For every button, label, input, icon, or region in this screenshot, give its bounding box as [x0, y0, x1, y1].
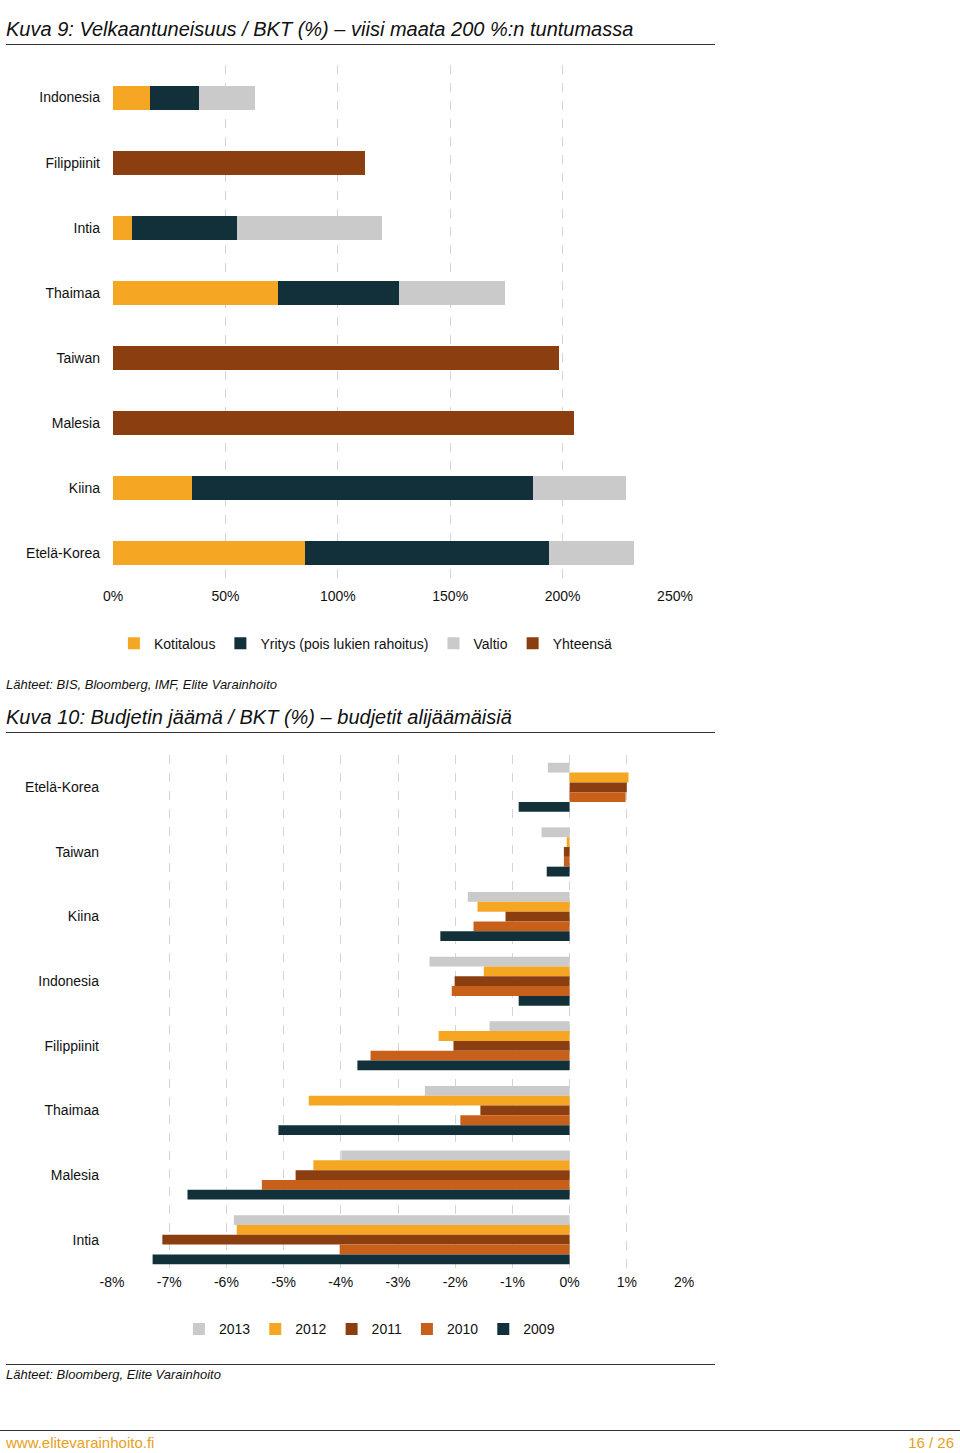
svg-text:Indonesia: Indonesia [39, 89, 100, 105]
svg-text:Kiina: Kiina [68, 908, 99, 924]
svg-text:2010: 2010 [447, 1321, 478, 1337]
svg-text:-3%: -3% [386, 1274, 411, 1290]
svg-text:-4%: -4% [328, 1274, 353, 1290]
svg-text:50%: 50% [211, 588, 239, 604]
svg-text:-6%: -6% [214, 1274, 239, 1290]
svg-text:2009: 2009 [523, 1321, 554, 1337]
svg-text:Etelä-Korea: Etelä-Korea [25, 779, 99, 795]
svg-text:Malesia: Malesia [52, 415, 100, 431]
svg-text:0%: 0% [559, 1274, 579, 1290]
svg-text:2%: 2% [674, 1274, 694, 1290]
svg-text:-7%: -7% [157, 1274, 182, 1290]
html-text:Kuva 9: Velkaantuneisuus / BKT: Kuva 9: Velkaantuneisuus / BKT (%) – vii… [6, 18, 634, 40]
svg-text:Etelä-Korea: Etelä-Korea [26, 545, 100, 561]
svg-text:Yritys (pois lukien rahoitus): Yritys (pois lukien rahoitus) [260, 636, 428, 652]
svg-text:0%: 0% [103, 588, 123, 604]
svg-text:-2%: -2% [443, 1274, 468, 1290]
svg-text:Kiina: Kiina [69, 480, 100, 496]
svg-text:Thaimaa: Thaimaa [45, 1102, 100, 1118]
svg-text:-5%: -5% [271, 1274, 296, 1290]
svg-text:Kotitalous: Kotitalous [154, 636, 215, 652]
svg-text:-8%: -8% [100, 1274, 125, 1290]
svg-text:Yhteensä: Yhteensä [553, 636, 612, 652]
svg-text:2013: 2013 [219, 1321, 250, 1337]
svg-text:Taiwan: Taiwan [55, 844, 99, 860]
svg-text:Thaimaa: Thaimaa [46, 285, 101, 301]
svg-text:250%: 250% [657, 588, 693, 604]
svg-text:Malesia: Malesia [51, 1167, 99, 1183]
svg-text:200%: 200% [545, 588, 581, 604]
svg-text:Intia: Intia [74, 220, 101, 236]
html-text:www.elitevarainhoito.fi: www.elitevarainhoito.fi [6, 1434, 155, 1451]
svg-text:Filippiinit: Filippiinit [45, 1038, 100, 1054]
svg-text:Filippiinit: Filippiinit [46, 155, 101, 171]
html-text:16 / 26: 16 / 26 [908, 1434, 954, 1451]
html-text:Lähteet: Bloomberg, Elite Vara: Lähteet: Bloomberg, Elite Varainhoito [6, 1367, 221, 1382]
svg-text:Taiwan: Taiwan [56, 350, 100, 366]
html-text:Lähteet: BIS, Bloomberg, IMF,: Lähteet: BIS, Bloomberg, IMF, Elite Vara… [6, 677, 277, 692]
svg-text:1%: 1% [617, 1274, 637, 1290]
svg-text:2012: 2012 [295, 1321, 326, 1337]
svg-text:150%: 150% [432, 588, 468, 604]
html-text:Kuva 10: Budjetin jäämä / BKT: Kuva 10: Budjetin jäämä / BKT (%) – budj… [6, 706, 512, 728]
svg-text:2011: 2011 [372, 1321, 402, 1337]
svg-text:Intia: Intia [73, 1232, 100, 1248]
svg-text:100%: 100% [320, 588, 356, 604]
svg-text:Indonesia: Indonesia [38, 973, 99, 989]
svg-text:-1%: -1% [500, 1274, 525, 1290]
svg-text:Valtio: Valtio [473, 636, 507, 652]
